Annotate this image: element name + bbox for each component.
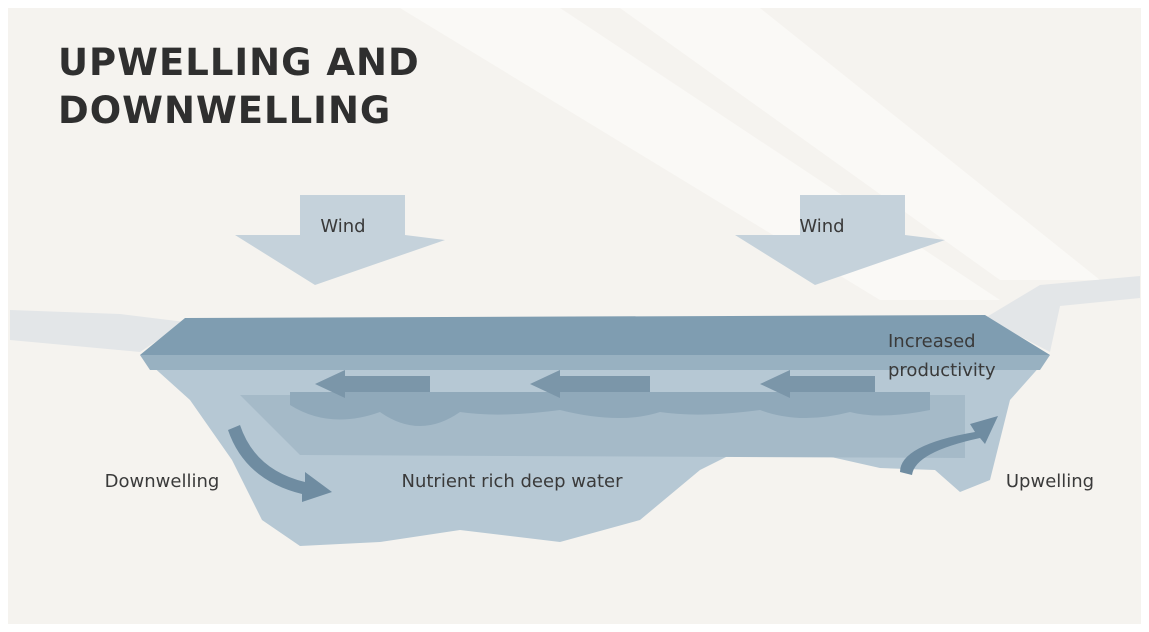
- upwelling-label: Upwelling: [1006, 471, 1094, 492]
- title-line: DOWNWELLING: [58, 89, 391, 132]
- productivity-label: Increased: [888, 331, 976, 352]
- page: UPWELLING AND DOWNWELLING Wind Wind Incr…: [0, 0, 1149, 632]
- deep-water-label: Nutrient rich deep water: [401, 471, 623, 492]
- downwelling-label: Downwelling: [105, 471, 220, 492]
- wind-label: Wind: [799, 216, 844, 237]
- productivity-label: productivity: [888, 360, 996, 381]
- title-line: UPWELLING AND: [58, 41, 420, 84]
- wind-label: Wind: [320, 216, 365, 237]
- diagram: UPWELLING AND DOWNWELLING Wind Wind Incr…: [0, 0, 1149, 632]
